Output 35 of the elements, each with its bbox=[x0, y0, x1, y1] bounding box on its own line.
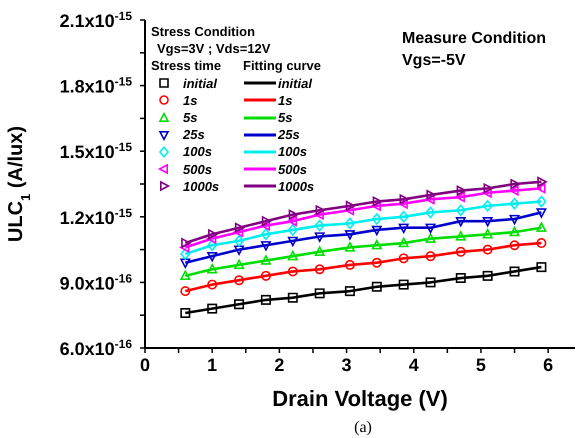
x-tick-label: 2 bbox=[274, 355, 284, 375]
legend-label: 1s bbox=[183, 92, 198, 110]
legend-label: 500s bbox=[183, 160, 212, 178]
legend-label: 5s bbox=[278, 109, 292, 126]
legend-label: 25s bbox=[183, 126, 205, 144]
annotation: Vgs=-5V bbox=[402, 51, 467, 71]
legend-label: 5s bbox=[183, 109, 198, 126]
y-tick-label: 6.0x10$^{-16}$ bbox=[60, 337, 132, 359]
y-tick-label: 1.2x10$^{-15}$ bbox=[60, 206, 132, 228]
legend-label: 25s bbox=[278, 126, 300, 144]
legend-label: 500s bbox=[278, 160, 307, 178]
legend-label: 100s bbox=[278, 143, 307, 161]
x-tick-label: 0 bbox=[140, 355, 150, 375]
y-tick-label: 2.1x10$^{-15}$ bbox=[60, 9, 132, 31]
y-tick-label: 1.8x10$^{-15}$ bbox=[60, 74, 132, 97]
x-tick-label: 6 bbox=[543, 355, 554, 375]
legend-title: Stress Condition bbox=[151, 23, 256, 40]
y-tick-label: 9.0x10$^{-16}$ bbox=[60, 271, 132, 294]
legend-label: 1000s bbox=[183, 178, 220, 196]
legend-label: initial bbox=[183, 74, 217, 92]
x-tick-label: 1 bbox=[207, 355, 218, 375]
legend-label: 100s bbox=[183, 143, 212, 161]
x-tick-label: 5 bbox=[476, 355, 486, 375]
annotation: Vgs=3V ; Vds=12V bbox=[156, 40, 272, 58]
legend-label: 1000s bbox=[278, 178, 314, 196]
legend-label: initial bbox=[278, 74, 312, 92]
y-tick-label: 1.5x10$^{-15}$ bbox=[60, 140, 132, 162]
x-axis-title: Drain Voltage (V) bbox=[272, 386, 448, 411]
annotation: Measure Condition bbox=[402, 29, 546, 49]
annotation: Stress time bbox=[151, 57, 222, 75]
legend-label: 1s bbox=[278, 92, 292, 110]
annotation: Fitting curve bbox=[243, 57, 322, 75]
x-tick-label: 4 bbox=[408, 355, 419, 375]
x-tick-label: 3 bbox=[342, 355, 352, 375]
text: (a) bbox=[354, 419, 372, 436]
